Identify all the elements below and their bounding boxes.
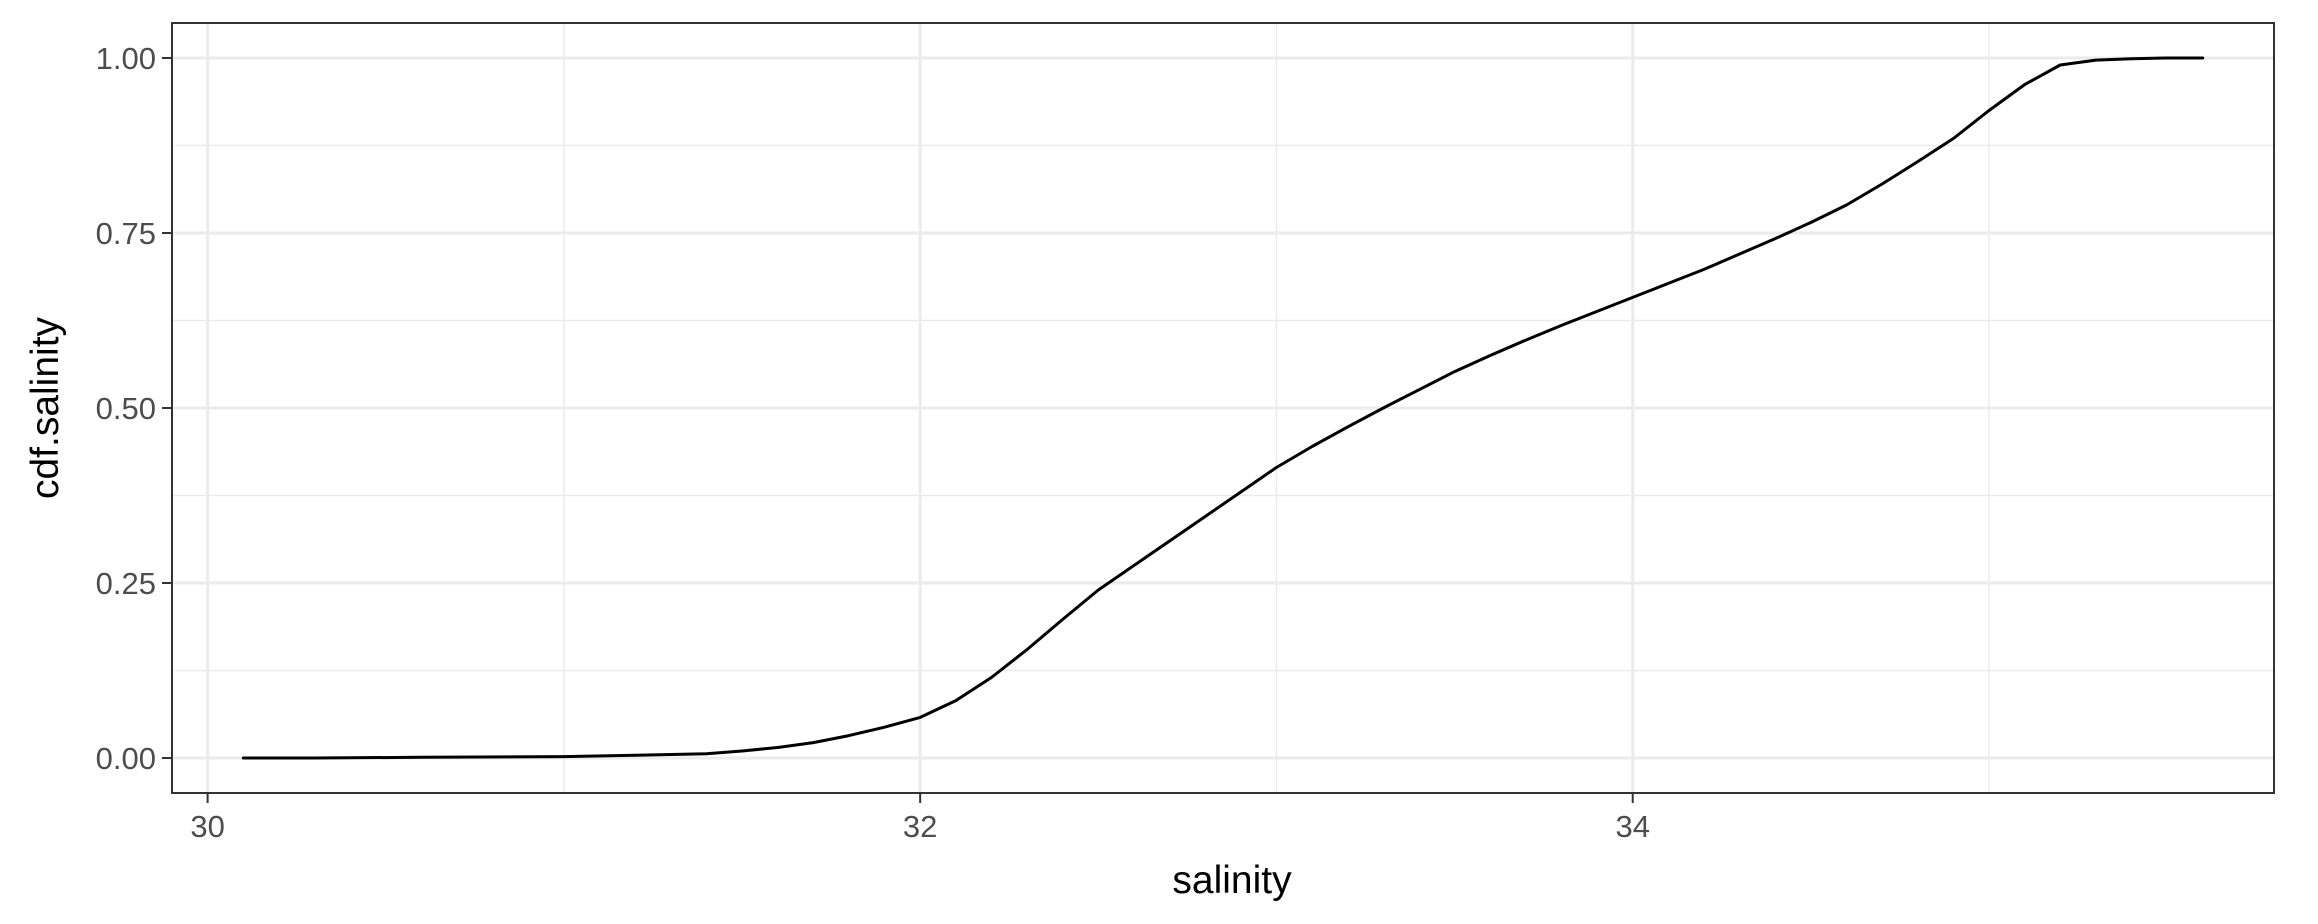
y-tick-label: 0.50: [96, 391, 156, 426]
cdf-line: [241, 56, 2205, 760]
series-line-group: [241, 56, 2205, 760]
x-tick-label: 34: [1615, 809, 1649, 844]
y-tick-label: 1.00: [96, 41, 156, 76]
grid-lines: [172, 23, 2274, 793]
x-tick-label: 30: [190, 809, 224, 844]
y-tick-label: 0.00: [96, 741, 156, 776]
y-tick-label: 0.25: [96, 566, 156, 601]
x-tick-label: 32: [903, 809, 937, 844]
y-tick-label: 0.75: [96, 216, 156, 251]
axis-ticks: [162, 57, 1634, 803]
x-axis-title: salinity: [1172, 859, 1292, 902]
y-axis-title: cdf.salinity: [24, 316, 67, 499]
tick-labels: 30 32 34 0.00 0.25 0.50 0.75 1.00: [96, 41, 1650, 844]
